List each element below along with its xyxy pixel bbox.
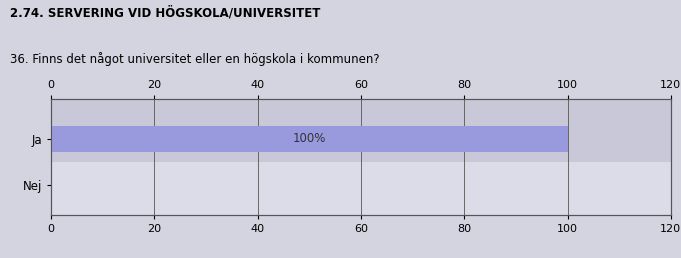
Text: 36. Finns det något universitet eller en högskola i kommunen?: 36. Finns det något universitet eller en… xyxy=(10,52,380,66)
Bar xyxy=(51,162,671,208)
Bar xyxy=(51,92,671,162)
Text: 2.74. SERVERING VID HÖGSKOLA/UNIVERSITET: 2.74. SERVERING VID HÖGSKOLA/UNIVERSITET xyxy=(10,6,321,20)
Bar xyxy=(51,126,567,152)
Text: 100%: 100% xyxy=(293,132,326,145)
